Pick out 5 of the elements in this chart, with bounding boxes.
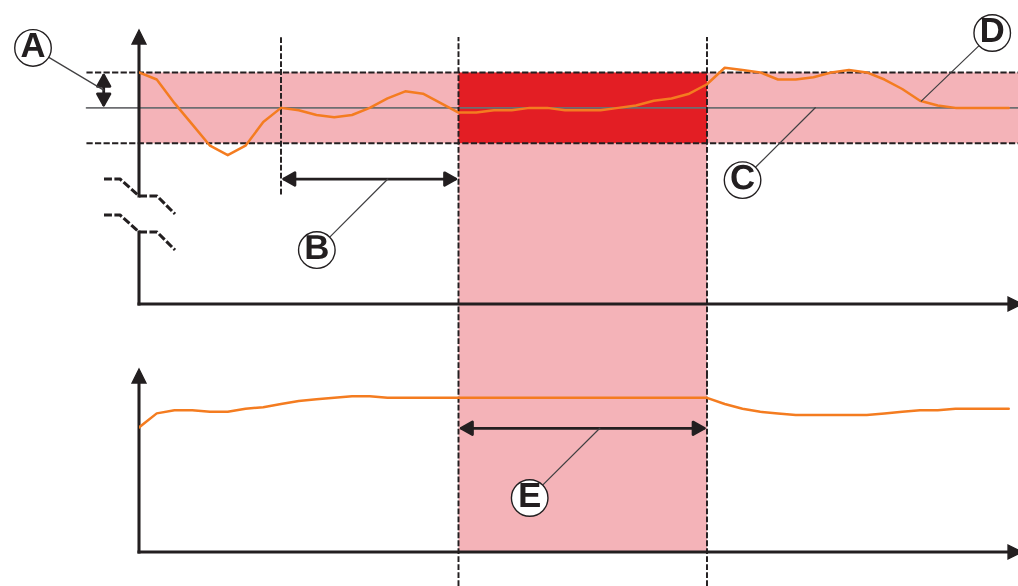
text: A (21, 33, 45, 57)
annotation: E (520, 483, 540, 507)
annotation: C (731, 164, 755, 190)
annotation: B (306, 235, 328, 260)
text: D (982, 18, 1004, 42)
